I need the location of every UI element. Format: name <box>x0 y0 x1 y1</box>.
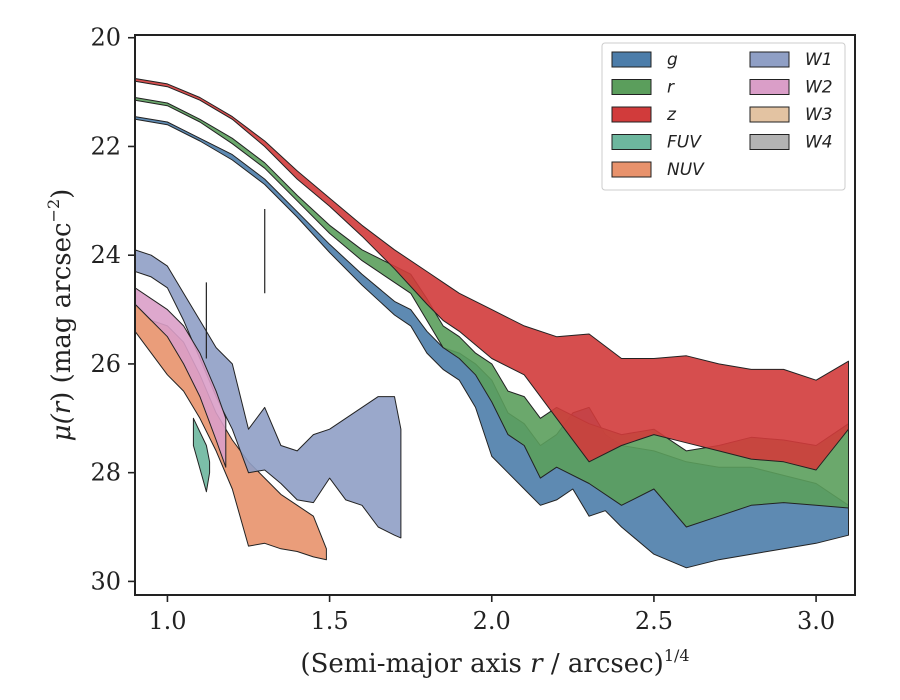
legend-swatch-w3 <box>749 106 790 123</box>
band-fuv <box>192 417 211 493</box>
legend-label-w1: W1 <box>805 50 833 70</box>
x-tick-label: 1.5 <box>311 607 349 635</box>
y-axis-label-close: ) <box>47 189 77 199</box>
legend-swatch-r <box>611 79 652 95</box>
legend-swatch-z <box>611 106 652 123</box>
legend-label-z: z <box>666 105 677 125</box>
y-tick-label: 20 <box>90 24 121 52</box>
legend-label-fuv: FUV <box>667 133 702 153</box>
band-layer <box>135 78 849 569</box>
x-axis-label-unit: / arcsec) <box>543 649 664 679</box>
x-axis-label-exponent: 1/4 <box>664 646 690 665</box>
y-tick-label: 26 <box>90 350 121 378</box>
legend-swatch-nuv <box>611 161 652 178</box>
y-axis-label-unit: ) (mag arcsec <box>47 222 77 401</box>
x-tick-label: 2.5 <box>635 607 673 635</box>
legend: grz FUV NUV W1 W2 W3 W4 <box>601 42 846 191</box>
y-axis-ticks: 20 22 24 26 28 30 <box>90 24 135 595</box>
x-axis-label: (Semi-major axis r / arcsec)1/4 <box>300 646 689 679</box>
legend-swatch-w4 <box>749 134 790 150</box>
legend-label-w2: W2 <box>805 78 833 98</box>
legend-label-r: r <box>667 78 675 98</box>
legend-swatch-w2 <box>749 79 790 95</box>
y-tick-label: 24 <box>90 241 121 269</box>
legend-swatch-w1 <box>749 51 790 68</box>
y-axis-label-var: r <box>47 400 77 414</box>
y-axis-label: μ(r) (mag arcsec−2) <box>44 189 77 442</box>
y-axis-label-exponent: −2 <box>44 199 63 223</box>
legend-label-g: g <box>667 50 678 70</box>
legend-swatch-g <box>611 51 652 68</box>
x-axis-ticks: 1.0 1.5 2.0 2.5 3.0 <box>148 595 835 635</box>
y-tick-label: 22 <box>90 132 121 160</box>
legend-swatch-fuv <box>611 134 652 150</box>
x-tick-label: 2.0 <box>473 607 511 635</box>
x-axis-label-var: r <box>530 649 544 679</box>
band-w2 <box>135 287 227 468</box>
legend-label-w4: W4 <box>805 133 833 153</box>
band-g <box>135 116 849 569</box>
x-axis-label-main: (Semi-major axis <box>300 649 530 679</box>
marker-layer <box>205 208 266 359</box>
legend-label-nuv: NUV <box>667 160 705 180</box>
x-tick-label: 1.0 <box>148 607 186 635</box>
legend-label-w3: W3 <box>805 105 833 125</box>
x-tick-label: 3.0 <box>797 607 835 635</box>
band-z <box>135 78 849 471</box>
y-axis-label-main: μ( <box>47 413 77 441</box>
y-tick-label: 30 <box>90 567 121 595</box>
band-nuv <box>135 303 327 561</box>
y-tick-label: 28 <box>90 459 121 487</box>
plot-frame <box>134 34 856 596</box>
